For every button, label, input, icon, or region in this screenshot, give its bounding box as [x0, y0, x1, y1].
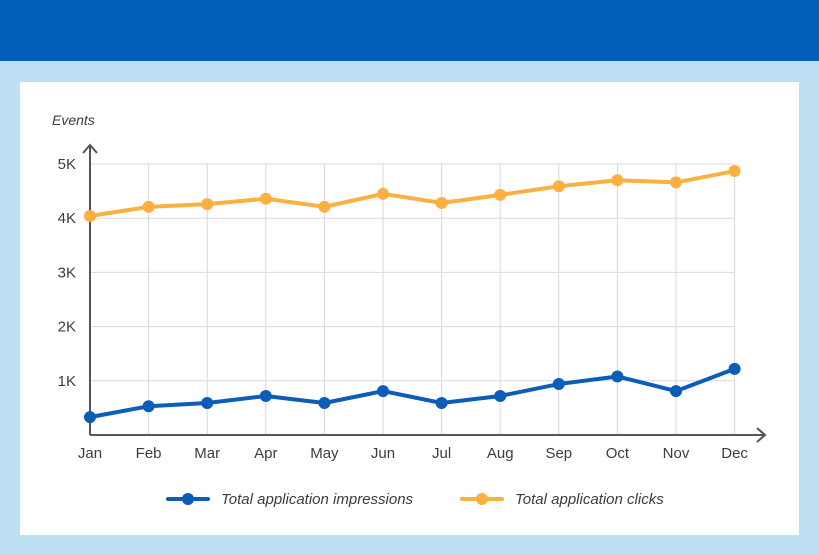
data-point [318, 397, 331, 410]
legend-marker [182, 493, 194, 505]
x-axis-arrow [756, 427, 767, 443]
y-tick-label: 3K [58, 264, 76, 281]
data-point [377, 385, 389, 398]
axes: Events [52, 112, 767, 443]
top-banner [0, 0, 819, 61]
data-point [318, 200, 331, 213]
data-point [201, 397, 214, 410]
x-tick-label: Oct [606, 445, 630, 462]
y-tick-label: 2K [58, 319, 76, 336]
data-point [670, 385, 682, 398]
series-line [88, 169, 737, 219]
data-point [728, 165, 741, 178]
data-point [552, 378, 565, 391]
data-point [377, 187, 389, 200]
y-tick-label: 5K [58, 156, 76, 173]
data-point [552, 180, 565, 193]
y-axis-title: Events [52, 112, 95, 128]
x-tick-label: Jun [371, 445, 395, 462]
data-point [259, 192, 272, 205]
data-point [728, 362, 741, 375]
data-point [259, 389, 272, 402]
x-tick-label: May [310, 445, 339, 462]
data-point [611, 370, 624, 383]
legend-marker [476, 493, 488, 505]
legend-label: Total application impressions [221, 491, 414, 508]
data-point [494, 188, 507, 201]
x-tick-labels: Jan Feb Mar Apr May Jun Jul Aug Sep Oct Nov Dec [78, 445, 749, 462]
x-tick-label: Jan [78, 445, 102, 462]
y-tick-labels: 1K 2K 3K 4K 5K [58, 156, 76, 390]
data-point [84, 411, 96, 424]
x-tick-label: Nov [663, 445, 690, 462]
data-point [142, 200, 155, 213]
data-point [611, 174, 624, 187]
y-tick-label: 4K [58, 210, 76, 227]
data-point [435, 397, 448, 410]
x-tick-label: Mar [194, 445, 220, 462]
x-tick-label: Sep [545, 445, 572, 462]
chart-card [20, 82, 799, 535]
data-point [435, 197, 448, 210]
x-tick-label: Aug [487, 445, 514, 462]
data-point [142, 400, 155, 413]
y-axis-arrow [82, 143, 98, 154]
x-tick-label: Feb [136, 445, 162, 462]
data-point [670, 176, 682, 189]
legend: Total application impressions Total appli… [166, 491, 664, 508]
data-point [201, 198, 214, 211]
data-point [494, 389, 507, 402]
data-point [84, 210, 96, 223]
series [84, 165, 741, 424]
series-line [88, 366, 737, 420]
y-tick-label: 1K [58, 373, 76, 390]
legend-label: Total application clicks [515, 491, 664, 508]
x-tick-label: Apr [254, 445, 277, 462]
x-tick-label: Dec [721, 445, 748, 462]
x-tick-label: Jul [432, 445, 451, 462]
